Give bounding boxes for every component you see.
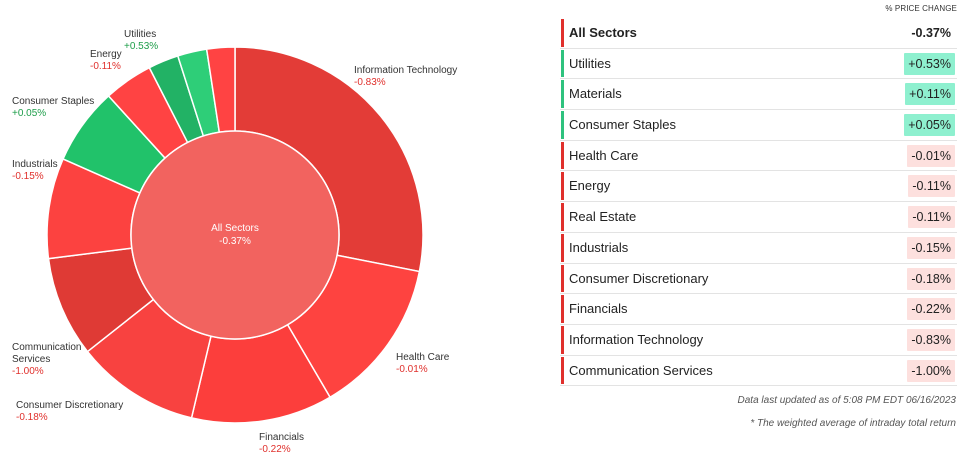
row-indicator-bar <box>561 203 564 231</box>
label-change: -0.15% <box>12 171 44 182</box>
row-sector-name: Communication Services <box>569 362 713 378</box>
row-price-change: -0.83% <box>907 328 955 351</box>
row-indicator-bar <box>561 19 564 47</box>
center-change: -0.37% <box>219 236 251 247</box>
row-indicator-bar <box>561 111 564 139</box>
label-utilities: Utilities +0.53% <box>124 29 158 53</box>
label-energy: Energy -0.11% <box>90 49 122 73</box>
weighted-average-note: * The weighted average of intraday total… <box>750 418 956 429</box>
table-header: % PRICE CHANGE <box>885 4 957 13</box>
row-indicator-bar <box>561 264 564 293</box>
row-sector-name: Materials <box>569 86 622 102</box>
label-name: Consumer Staples <box>12 96 95 107</box>
label-change: -0.11% <box>90 61 121 72</box>
row-indicator-bar <box>561 233 564 262</box>
sector-row-all-sectors[interactable]: All Sectors -0.37% <box>560 18 957 49</box>
row-indicator-bar <box>561 325 564 354</box>
label-consumer-discretionary: Consumer Discretionary -0.18% <box>16 400 123 424</box>
row-sector-name: Consumer Discretionary <box>569 270 709 286</box>
center-circle[interactable] <box>130 130 340 340</box>
label-name: Industrials <box>12 159 58 170</box>
sector-row-utilities[interactable]: Utilities +0.53% <box>560 49 957 80</box>
sector-donut-chart: All Sectors -0.37% Information Technolog… <box>12 29 457 456</box>
row-price-change: -0.37% <box>911 26 951 40</box>
row-sector-name: Real Estate <box>569 209 637 225</box>
row-price-change: -1.00% <box>907 359 955 382</box>
label-consumer-staples: Consumer Staples +0.05% <box>12 96 94 120</box>
row-sector-name: Consumer Staples <box>569 117 676 133</box>
row-sector-name: All Sectors <box>569 25 637 40</box>
donut-svg <box>46 46 424 424</box>
row-price-change: -0.11% <box>908 175 955 198</box>
sector-row-financials[interactable]: Financials -0.22% <box>560 294 957 325</box>
sector-row-consumer-discretionary[interactable]: Consumer Discretionary -0.18% <box>560 264 957 295</box>
row-indicator-bar <box>561 80 564 109</box>
label-change: -0.01% <box>396 364 428 375</box>
label-change: -1.00% <box>12 366 44 377</box>
center-label: All Sectors -0.37% <box>183 222 287 248</box>
row-price-change: +0.11% <box>905 83 955 106</box>
sector-table: % PRICE CHANGE All Sectors -0.37% Utilitie… <box>560 4 957 387</box>
label-change: -0.22% <box>259 444 291 455</box>
last-updated-note: Data last updated as of 5:08 PM EDT 06/1… <box>737 395 956 406</box>
row-indicator-bar <box>561 295 564 323</box>
label-name: Information Technology <box>354 65 458 76</box>
label-name: Communication Services <box>12 342 82 365</box>
label-change: +0.05% <box>12 108 47 119</box>
label-name: Health Care <box>396 352 450 363</box>
label-communication-services: Communication Services -1.00% <box>12 342 92 378</box>
row-sector-name: Health Care <box>569 147 639 163</box>
label-industrials: Industrials -0.15% <box>12 159 58 183</box>
row-price-change: -0.11% <box>908 206 955 229</box>
sector-row-real-estate[interactable]: Real Estate -0.11% <box>560 202 957 233</box>
row-indicator-bar <box>561 356 564 385</box>
label-name: Financials <box>259 432 305 443</box>
label-health-care: Health Care -0.01% <box>396 352 449 376</box>
sector-row-materials[interactable]: Materials +0.11% <box>560 79 957 111</box>
label-name: Energy <box>90 49 122 60</box>
sector-row-communication-services[interactable]: Communication Services -1.00% <box>560 356 957 387</box>
sector-row-industrials[interactable]: Industrials -0.15% <box>560 233 957 264</box>
center-name: All Sectors <box>211 223 259 234</box>
sector-row-energy[interactable]: Energy -0.11% <box>560 171 957 203</box>
row-indicator-bar <box>561 172 564 201</box>
label-change: -0.18% <box>16 412 48 423</box>
row-sector-name: Industrials <box>569 239 629 255</box>
row-sector-name: Utilities <box>569 55 611 71</box>
row-indicator-bar <box>561 141 564 170</box>
sector-row-health-care[interactable]: Health Care -0.01% <box>560 141 957 172</box>
row-price-change: +0.05% <box>904 114 955 137</box>
label-change: +0.53% <box>124 41 159 52</box>
label-change: -0.83% <box>354 77 386 88</box>
label-name: Utilities <box>124 29 157 40</box>
sector-row-consumer-staples[interactable]: Consumer Staples +0.05% <box>560 110 957 141</box>
label-financials: Financials -0.22% <box>259 432 304 456</box>
row-price-change: -0.15% <box>907 236 955 259</box>
row-price-change: -0.01% <box>907 144 955 167</box>
table-rows: All Sectors -0.37% Utilities +0.53% Material… <box>560 18 957 387</box>
row-sector-name: Financials <box>569 301 628 317</box>
row-price-change: -0.18% <box>907 267 955 290</box>
sector-row-information-technology[interactable]: Information Technology -0.83% <box>560 325 957 356</box>
row-sector-name: Information Technology <box>569 331 704 347</box>
label-name: Consumer Discretionary <box>16 400 124 411</box>
row-price-change: -0.22% <box>907 298 955 321</box>
label-information-technology: Information Technology -0.83% <box>354 65 457 89</box>
row-indicator-bar <box>561 49 564 78</box>
row-sector-name: Energy <box>569 178 611 194</box>
footnotes: Data last updated as of 5:08 PM EDT 06/1… <box>738 389 956 435</box>
row-price-change: +0.53% <box>904 52 955 75</box>
